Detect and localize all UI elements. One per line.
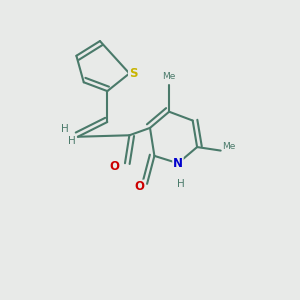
Text: O: O (135, 180, 145, 193)
Text: H: H (61, 124, 68, 134)
Text: H: H (177, 179, 185, 189)
Text: H: H (68, 136, 76, 146)
Text: O: O (110, 160, 120, 173)
Text: N: N (173, 157, 183, 170)
Text: S: S (129, 67, 137, 80)
Text: Me: Me (163, 72, 176, 81)
Text: Me: Me (222, 142, 236, 151)
